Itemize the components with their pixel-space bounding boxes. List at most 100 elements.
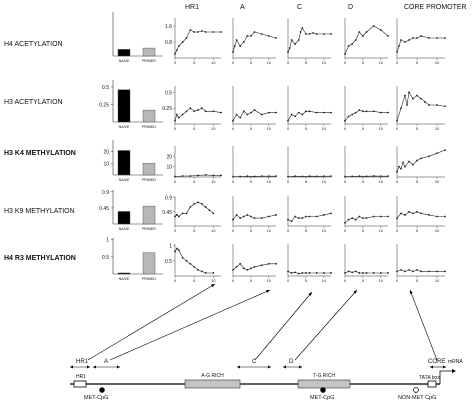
- data-point: [176, 49, 178, 51]
- data-point: [315, 272, 318, 274]
- tss-arrow: [439, 370, 452, 384]
- data-point: [197, 269, 199, 271]
- line-chart-1-2: 0 5 10: [232, 18, 277, 65]
- mapping-arrow-line: [294, 289, 358, 361]
- data-point: [287, 218, 289, 221]
- data-point: [233, 45, 236, 47]
- data-point: [204, 31, 207, 33]
- data-point: [444, 37, 446, 39]
- line-chart-2-5: 0 5 10: [396, 86, 446, 131]
- series-line: [232, 263, 276, 271]
- data-point: [387, 35, 389, 37]
- data-point: [354, 111, 357, 114]
- bar-charts: NAIVE PRIMED 0.5 0.25 NAIVE PRIMED 20 10 NAIVE PR…: [99, 12, 163, 281]
- x-tick-label: 5: [193, 127, 195, 131]
- x-tick-label: 5: [305, 279, 307, 283]
- data-point: [408, 269, 410, 271]
- y-tick-label: 0.9: [102, 190, 109, 196]
- y-tick-label: 20: [166, 154, 172, 160]
- bar-category-label: NAIVE: [119, 125, 130, 129]
- data-point: [200, 202, 203, 205]
- data-point: [232, 269, 234, 271]
- data-point: [347, 115, 350, 118]
- series-line: [396, 269, 445, 272]
- x-tick-label: 5: [250, 180, 252, 184]
- data-point: [185, 259, 188, 262]
- data-point: [260, 264, 263, 267]
- row-label: H3 K9 METHYLATION: [4, 208, 75, 215]
- data-point: [197, 109, 199, 111]
- data-point: [420, 97, 422, 100]
- x-tick-label: 5: [193, 61, 195, 65]
- data-point: [204, 206, 207, 208]
- data-point: [365, 175, 368, 178]
- x-tick-label: 0: [396, 229, 398, 233]
- data-point: [312, 32, 314, 34]
- data-point: [354, 270, 357, 273]
- x-tick-label: 10: [211, 229, 215, 233]
- data-point: [177, 116, 180, 119]
- x-tick-label: 0: [344, 279, 346, 283]
- data-point: [396, 217, 398, 220]
- line-chart-4-2: 0 5 10: [232, 196, 277, 233]
- tata-label: TATA box: [419, 375, 440, 381]
- data-point: [412, 97, 414, 100]
- data-point: [212, 272, 215, 274]
- data-point: [344, 53, 346, 55]
- data-point: [406, 104, 408, 106]
- cpg-label: MET-CpG: [84, 395, 108, 401]
- row-labels: H4 ACETYLATION H3 ACETYLATION H3 K4 METHYL…: [4, 41, 76, 262]
- data-point: [444, 270, 446, 273]
- rich-region: [297, 379, 351, 389]
- data-point: [189, 206, 192, 208]
- x-tick-label: 5: [362, 279, 364, 283]
- data-point: [189, 107, 192, 110]
- data-point: [322, 214, 325, 216]
- data-point: [200, 107, 203, 110]
- data-point: [294, 215, 297, 218]
- data-point: [351, 113, 354, 116]
- data-point: [275, 214, 277, 216]
- data-point: [220, 174, 222, 177]
- data-point: [308, 110, 311, 113]
- data-point: [400, 39, 402, 41]
- data-point: [290, 113, 293, 116]
- line-chart-4-4: 0 5 10: [344, 196, 389, 233]
- data-point: [344, 175, 346, 178]
- data-point: [387, 215, 389, 218]
- data-point: [299, 31, 302, 33]
- data-point: [197, 174, 199, 177]
- data-point: [400, 107, 402, 110]
- data-point: [400, 212, 402, 215]
- rich-region-label: T-G RICH: [313, 373, 335, 379]
- data-point: [379, 272, 382, 274]
- data-point: [174, 215, 176, 218]
- mapping-arrowhead: [409, 290, 413, 294]
- data-point: [308, 33, 311, 35]
- line-chart-3-4: 0 5 10: [344, 146, 389, 184]
- x-tick-label: 10: [379, 61, 383, 65]
- data-point: [347, 45, 350, 47]
- segment-arrow-left: [430, 365, 433, 369]
- data-point: [176, 113, 178, 116]
- data-point: [250, 111, 252, 114]
- data-point: [351, 217, 354, 220]
- data-point: [358, 215, 361, 218]
- segment-arrow-left: [70, 365, 73, 369]
- data-point: [436, 152, 438, 155]
- data-point: [287, 270, 289, 273]
- data-point: [358, 109, 361, 111]
- x-tick-label: 0: [232, 61, 234, 65]
- y-tick-label: 0.25: [162, 106, 172, 112]
- data-point: [232, 51, 234, 53]
- bar-naive: [117, 150, 131, 176]
- mapping-arrow-line: [87, 283, 216, 361]
- mapping-arrow-line: [109, 289, 271, 361]
- x-tick-label: 10: [435, 279, 439, 283]
- line-chart-2-4: 0 5 10: [344, 86, 389, 131]
- x-tick-label: 0: [344, 180, 346, 184]
- data-point: [185, 110, 188, 113]
- data-point: [372, 272, 375, 274]
- y-tick-label: 0.5: [102, 85, 109, 91]
- mapping-arrowhead: [266, 290, 270, 293]
